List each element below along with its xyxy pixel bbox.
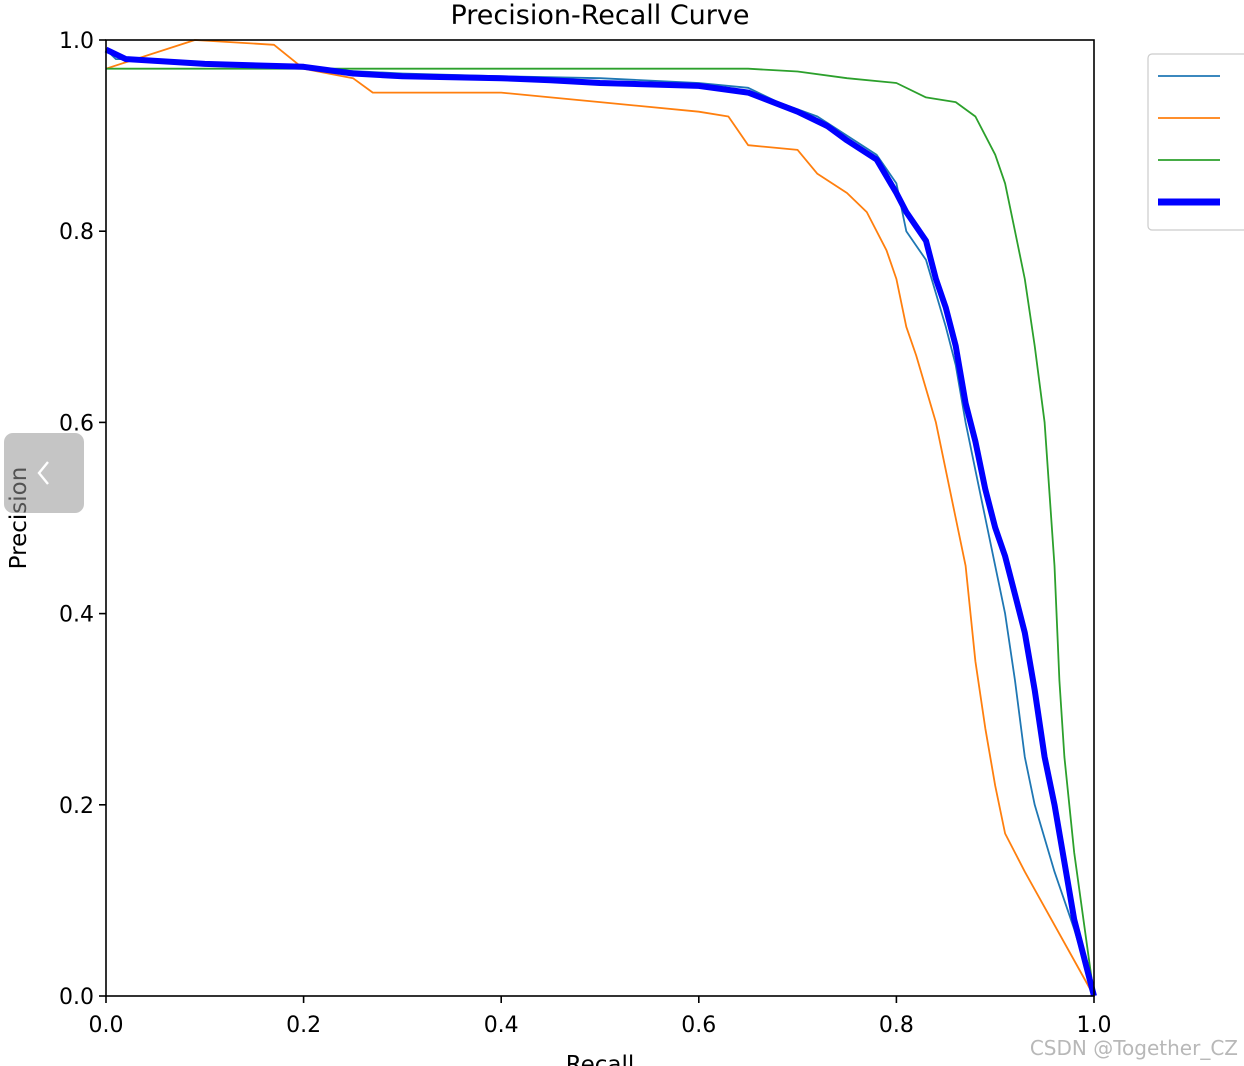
plot-frame <box>105 39 1095 997</box>
x-axis-title: Recall <box>566 1052 635 1066</box>
y-tick-label: 1.0 <box>59 29 94 54</box>
chart-title: Precision-Recall Curve <box>450 0 749 31</box>
y-tick-label: 0.0 <box>59 985 94 1010</box>
y-axis-ticks: 0.0 0.2 0.4 0.6 0.8 1.0 <box>59 29 106 1010</box>
watermark: CSDN @Together_CZ <box>1029 1036 1238 1060</box>
chevron-left-icon <box>37 461 49 485</box>
series-line-1 <box>105 39 1095 997</box>
y-tick-label: 0.8 <box>59 220 94 245</box>
x-tick-label: 0.6 <box>681 1013 716 1038</box>
x-axis-ticks: 0.0 0.2 0.4 0.6 0.8 1.0 <box>89 996 1112 1038</box>
x-tick-label: 0.4 <box>484 1013 519 1038</box>
x-tick-label: 0.0 <box>89 1013 124 1038</box>
series-layer <box>104 39 1097 997</box>
legend <box>1147 53 1244 231</box>
y-tick-label: 0.6 <box>59 411 94 436</box>
x-tick-label: 0.8 <box>879 1013 914 1038</box>
x-tick-label: 0.2 <box>286 1013 321 1038</box>
series-line-3 <box>104 46 1097 997</box>
series-line-2 <box>106 67 1095 997</box>
back-button[interactable] <box>4 433 84 513</box>
y-tick-label: 0.4 <box>59 603 94 628</box>
x-tick-label: 1.0 <box>1077 1013 1112 1038</box>
y-tick-label: 0.2 <box>59 794 94 819</box>
legend-box <box>1147 53 1244 231</box>
